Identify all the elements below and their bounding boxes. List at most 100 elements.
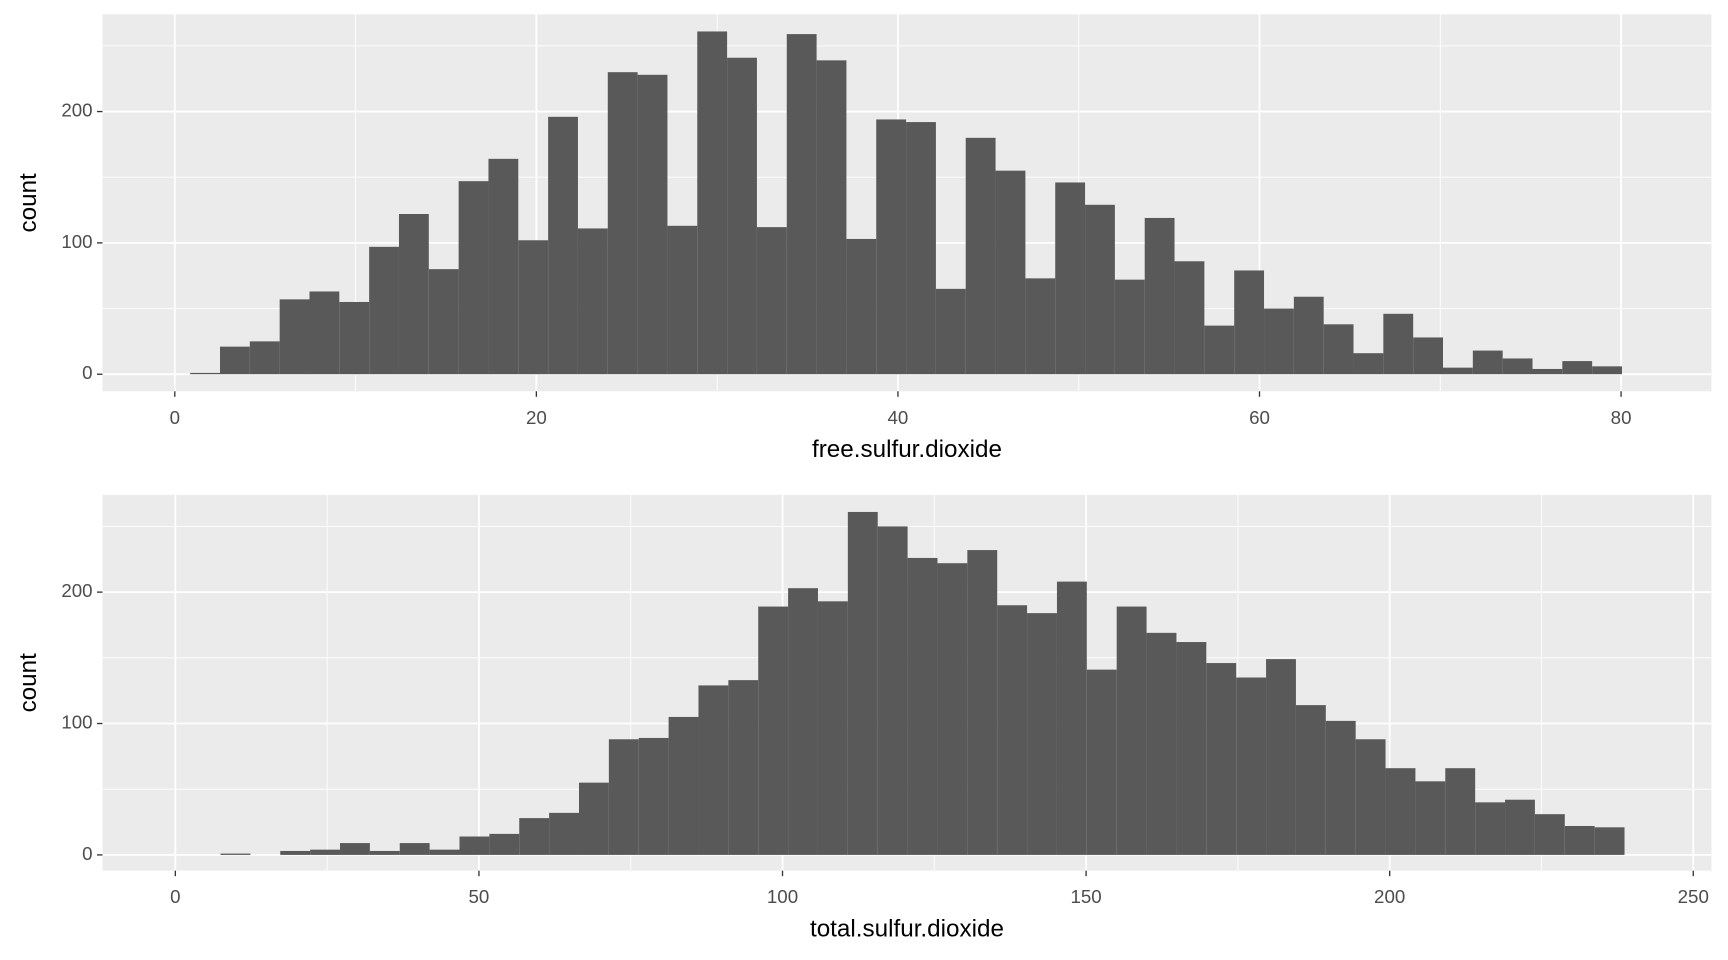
bar xyxy=(1534,814,1565,855)
bar xyxy=(219,346,250,375)
bar xyxy=(607,72,638,375)
bar xyxy=(1413,337,1444,375)
bar xyxy=(1323,324,1354,375)
bar xyxy=(340,843,370,855)
bar xyxy=(1174,261,1205,375)
bar xyxy=(1385,768,1416,855)
bar xyxy=(1325,720,1356,855)
bar xyxy=(1592,366,1622,375)
bar xyxy=(1502,358,1533,375)
bar xyxy=(1562,361,1593,375)
x-tick-label: 50 xyxy=(469,886,490,907)
bar xyxy=(698,685,729,855)
bar xyxy=(398,213,429,375)
bar xyxy=(1025,278,1056,375)
bar xyxy=(458,181,489,375)
bar xyxy=(668,716,699,855)
bar xyxy=(727,57,757,375)
bar xyxy=(310,849,341,855)
bar xyxy=(728,680,759,855)
bar xyxy=(758,606,789,855)
bar xyxy=(548,116,578,375)
y-tick-label: 100 xyxy=(61,231,92,252)
bar xyxy=(846,238,877,375)
bar xyxy=(549,812,579,855)
y-tick-label: 0 xyxy=(82,843,92,864)
bar xyxy=(965,137,996,375)
bar xyxy=(489,833,520,855)
bar xyxy=(1056,581,1087,855)
y-tick-label: 200 xyxy=(61,100,92,121)
bar xyxy=(1564,825,1595,855)
bar xyxy=(697,31,728,375)
bar xyxy=(1266,659,1296,855)
bar xyxy=(907,557,938,855)
bar xyxy=(608,739,639,855)
x-tick-label: 20 xyxy=(526,407,547,428)
bar xyxy=(309,291,340,375)
bar xyxy=(1293,296,1324,375)
bar xyxy=(1355,739,1386,855)
bar xyxy=(935,288,966,375)
bar xyxy=(249,341,280,375)
bar xyxy=(995,170,1026,375)
bar xyxy=(399,843,430,855)
bar xyxy=(1505,799,1535,855)
bar xyxy=(937,563,968,855)
bar xyxy=(1085,204,1115,375)
bar xyxy=(1445,768,1476,855)
y-axis-title: count xyxy=(15,653,42,713)
bar xyxy=(788,588,818,855)
x-axis-title: total.sulfur.dioxide xyxy=(810,916,1004,943)
bar xyxy=(1146,632,1177,855)
bar xyxy=(1472,350,1503,375)
bar xyxy=(877,526,908,855)
bar xyxy=(667,225,698,375)
bar xyxy=(1116,606,1147,855)
bar xyxy=(1206,663,1237,855)
bar xyxy=(786,34,817,375)
bar xyxy=(816,60,847,375)
bar xyxy=(1532,368,1563,375)
bar xyxy=(906,122,936,375)
bar xyxy=(280,850,311,855)
bar xyxy=(1383,313,1414,375)
x-tick-label: 100 xyxy=(767,886,798,907)
y-tick-label: 0 xyxy=(82,362,92,383)
bar xyxy=(279,299,310,375)
bar xyxy=(1264,308,1294,375)
bar xyxy=(1295,705,1326,855)
bar xyxy=(1086,669,1117,855)
y-axis-title: count xyxy=(15,173,42,233)
x-tick-label: 60 xyxy=(1249,407,1270,428)
bar xyxy=(1027,613,1057,855)
bar xyxy=(1144,217,1175,375)
bar xyxy=(190,372,220,375)
bar xyxy=(428,269,459,375)
bar xyxy=(459,836,490,855)
bar xyxy=(1594,827,1625,855)
bar xyxy=(339,301,370,375)
bar xyxy=(1234,270,1265,375)
bar xyxy=(1236,677,1267,855)
bar xyxy=(519,818,550,855)
bar xyxy=(1475,802,1506,855)
bar xyxy=(369,246,399,375)
bar xyxy=(1176,642,1207,855)
x-tick-label: 150 xyxy=(1070,886,1101,907)
bar xyxy=(488,158,519,375)
bar xyxy=(1204,325,1235,375)
bar xyxy=(1055,182,1086,375)
bar xyxy=(967,550,998,855)
x-tick-label: 80 xyxy=(1611,407,1632,428)
bar xyxy=(369,850,400,855)
x-tick-label: 200 xyxy=(1374,886,1405,907)
y-tick-label: 100 xyxy=(61,711,92,732)
bar xyxy=(637,74,668,375)
bar xyxy=(220,853,251,855)
bar xyxy=(997,605,1028,855)
bar xyxy=(638,737,669,855)
bar xyxy=(578,782,609,855)
bar xyxy=(847,511,878,855)
